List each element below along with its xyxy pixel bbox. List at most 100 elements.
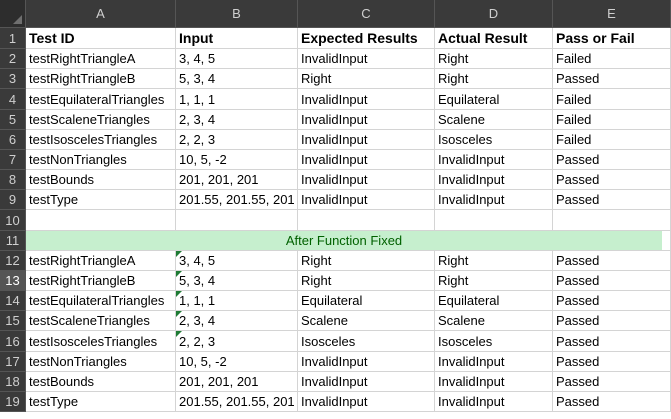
cell-test-id[interactable]: testBounds [26, 170, 176, 190]
cell-test-id[interactable]: testRightTriangleB [26, 69, 176, 89]
cell-input[interactable]: 1, 1, 1 [176, 89, 298, 110]
cell-pass-or-fail[interactable]: Passed [553, 311, 671, 331]
cell-expected-results[interactable]: InvalidInput [298, 150, 435, 170]
cell-pass-or-fail[interactable]: Passed [553, 69, 671, 89]
cell-expected-results[interactable]: InvalidInput [298, 372, 435, 392]
cell-test-id[interactable]: testBounds [26, 372, 176, 392]
cell-input[interactable]: 10, 5, -2 [176, 352, 298, 372]
column-header-d[interactable]: D [435, 0, 553, 28]
cell-input[interactable]: 1, 1, 1 [176, 291, 298, 311]
row-header[interactable]: 3 [0, 69, 26, 89]
cell-pass-or-fail[interactable]: Failed [553, 89, 671, 110]
empty-cell-actual-result[interactable] [435, 210, 553, 231]
cell-input[interactable]: 201, 201, 201 [176, 170, 298, 190]
cell-actual-result[interactable]: InvalidInput [435, 170, 553, 190]
row-header[interactable]: 9 [0, 190, 26, 210]
cell-pass-or-fail[interactable]: Passed [553, 150, 671, 170]
cell-test-id[interactable]: testNonTriangles [26, 150, 176, 170]
cell-actual-result[interactable]: InvalidInput [435, 372, 553, 392]
cell-actual-result[interactable]: InvalidInput [435, 352, 553, 372]
row-header[interactable]: 2 [0, 49, 26, 69]
banner-edge-cell[interactable] [662, 231, 671, 251]
cell-expected-results[interactable]: Scalene [298, 311, 435, 331]
cell-expected-results[interactable]: InvalidInput [298, 392, 435, 412]
cell-actual-result[interactable]: Isosceles [435, 331, 553, 352]
cell-actual-result[interactable]: InvalidInput [435, 150, 553, 170]
cell-test-id[interactable]: testEquilateralTriangles [26, 89, 176, 110]
cell-expected-results[interactable]: InvalidInput [298, 130, 435, 150]
cell-actual-result[interactable]: InvalidInput [435, 392, 553, 412]
row-header[interactable]: 13 [0, 271, 26, 291]
cell-input[interactable]: 201.55, 201.55, 201 [176, 392, 298, 412]
cell-input[interactable]: 5, 3, 4 [176, 271, 298, 291]
cell-test-id[interactable]: testType [26, 190, 176, 210]
cell-input[interactable]: 201.55, 201.55, 201 [176, 190, 298, 210]
cell-input[interactable]: 2, 3, 4 [176, 110, 298, 130]
row-header[interactable]: 6 [0, 130, 26, 150]
cell-input[interactable]: 2, 3, 4 [176, 311, 298, 331]
cell-pass-or-fail[interactable]: Passed [553, 271, 671, 291]
header-cell-actual-result[interactable]: Actual Result [435, 28, 553, 49]
cell-expected-results[interactable]: InvalidInput [298, 190, 435, 210]
cell-test-id[interactable]: testIsoscelesTriangles [26, 130, 176, 150]
cell-test-id[interactable]: testScaleneTriangles [26, 311, 176, 331]
column-header-b[interactable]: B [176, 0, 298, 28]
row-header[interactable]: 1 [0, 28, 26, 49]
row-header[interactable]: 5 [0, 110, 26, 130]
row-header[interactable]: 14 [0, 291, 26, 311]
cell-input[interactable]: 201, 201, 201 [176, 372, 298, 392]
header-cell-test-id[interactable]: Test ID [26, 28, 176, 49]
empty-cell-expected-results[interactable] [298, 210, 435, 231]
cell-actual-result[interactable]: Right [435, 271, 553, 291]
cell-actual-result[interactable]: Isosceles [435, 130, 553, 150]
header-cell-pass-or-fail[interactable]: Pass or Fail [553, 28, 671, 49]
cell-pass-or-fail[interactable]: Passed [553, 392, 671, 412]
cell-input[interactable]: 10, 5, -2 [176, 150, 298, 170]
row-header[interactable]: 12 [0, 251, 26, 271]
number-stored-as-text-marker[interactable] [176, 291, 182, 297]
cell-test-id[interactable]: testRightTriangleA [26, 49, 176, 69]
row-header[interactable]: 15 [0, 311, 26, 331]
column-header-e[interactable]: E [553, 0, 671, 28]
cell-pass-or-fail[interactable]: Passed [553, 190, 671, 210]
cell-expected-results[interactable]: InvalidInput [298, 170, 435, 190]
cell-expected-results[interactable]: Right [298, 271, 435, 291]
row-header[interactable]: 10 [0, 210, 26, 231]
number-stored-as-text-marker[interactable] [176, 251, 182, 257]
cell-pass-or-fail[interactable]: Passed [553, 372, 671, 392]
cell-actual-result[interactable]: Scalene [435, 311, 553, 331]
cell-actual-result[interactable]: Right [435, 251, 553, 271]
cell-expected-results[interactable]: Right [298, 251, 435, 271]
cell-pass-or-fail[interactable]: Passed [553, 251, 671, 271]
cell-test-id[interactable]: testEquilateralTriangles [26, 291, 176, 311]
row-header[interactable]: 8 [0, 170, 26, 190]
cell-actual-result[interactable]: InvalidInput [435, 190, 553, 210]
row-header[interactable]: 4 [0, 89, 26, 110]
number-stored-as-text-marker[interactable] [176, 331, 182, 337]
cell-expected-results[interactable]: Isosceles [298, 331, 435, 352]
cell-test-id[interactable]: testIsoscelesTriangles [26, 331, 176, 352]
column-header-c[interactable]: C [298, 0, 435, 28]
cell-pass-or-fail[interactable]: Failed [553, 130, 671, 150]
cell-actual-result[interactable]: Right [435, 49, 553, 69]
row-header[interactable]: 7 [0, 150, 26, 170]
number-stored-as-text-marker[interactable] [176, 311, 182, 317]
empty-cell-test-id[interactable] [26, 210, 176, 231]
cell-pass-or-fail[interactable]: Passed [553, 170, 671, 190]
cell-test-id[interactable]: testRightTriangleA [26, 251, 176, 271]
header-cell-input[interactable]: Input [176, 28, 298, 49]
column-header-a[interactable]: A [26, 0, 176, 28]
cell-expected-results[interactable]: Right [298, 69, 435, 89]
empty-cell-input[interactable] [176, 210, 298, 231]
cell-pass-or-fail[interactable]: Passed [553, 331, 671, 352]
cell-actual-result[interactable]: Equilateral [435, 89, 553, 110]
cell-actual-result[interactable]: Equilateral [435, 291, 553, 311]
empty-cell-pass-or-fail[interactable] [553, 210, 671, 231]
cell-test-id[interactable]: testScaleneTriangles [26, 110, 176, 130]
cell-actual-result[interactable]: Scalene [435, 110, 553, 130]
row-header[interactable]: 19 [0, 392, 26, 412]
cell-actual-result[interactable]: Right [435, 69, 553, 89]
row-header[interactable]: 16 [0, 331, 26, 352]
cell-input[interactable]: 5, 3, 4 [176, 69, 298, 89]
